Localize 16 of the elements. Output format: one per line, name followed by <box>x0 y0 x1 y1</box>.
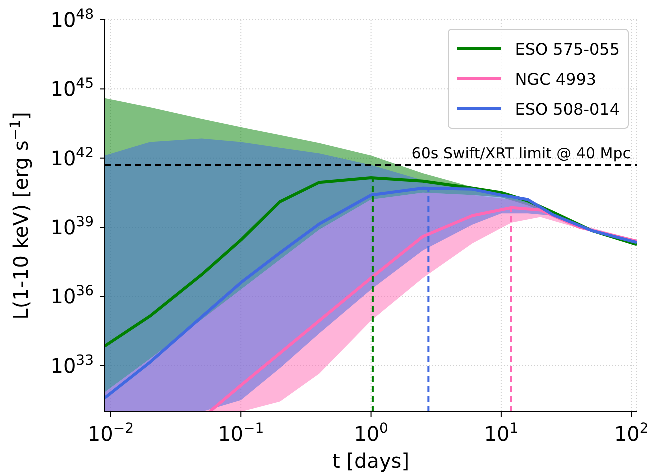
x-tick-label: 10$^{−2}$ <box>88 421 134 446</box>
x-tick-label: 10$^{2}$ <box>614 421 649 446</box>
ref-line-label: 60s Swift/XRT limit @ 40 Mpc <box>412 144 631 162</box>
y-tick-label: 10$^{36}$ <box>50 284 94 309</box>
legend-label: NGC 4993 <box>515 70 597 88</box>
x-tick-label: 10$^{1}$ <box>484 421 519 446</box>
y-tick-label: 10$^{45}$ <box>50 76 94 102</box>
y-tick-label: 10$^{39}$ <box>50 214 94 240</box>
legend-label: ESO 575-055 <box>515 40 620 58</box>
y-tick-label: 10$^{33}$ <box>50 352 94 378</box>
y-tick-label: 10$^{42}$ <box>50 145 94 170</box>
x-tick-label: 10$^{0}$ <box>354 421 388 446</box>
x-axis-title: t [days] <box>332 449 410 473</box>
x-tick-label: 10$^{−1}$ <box>218 421 264 446</box>
legend-label: ESO 508-014 <box>515 100 620 118</box>
y-tick-label: 10$^{48}$ <box>50 7 94 32</box>
